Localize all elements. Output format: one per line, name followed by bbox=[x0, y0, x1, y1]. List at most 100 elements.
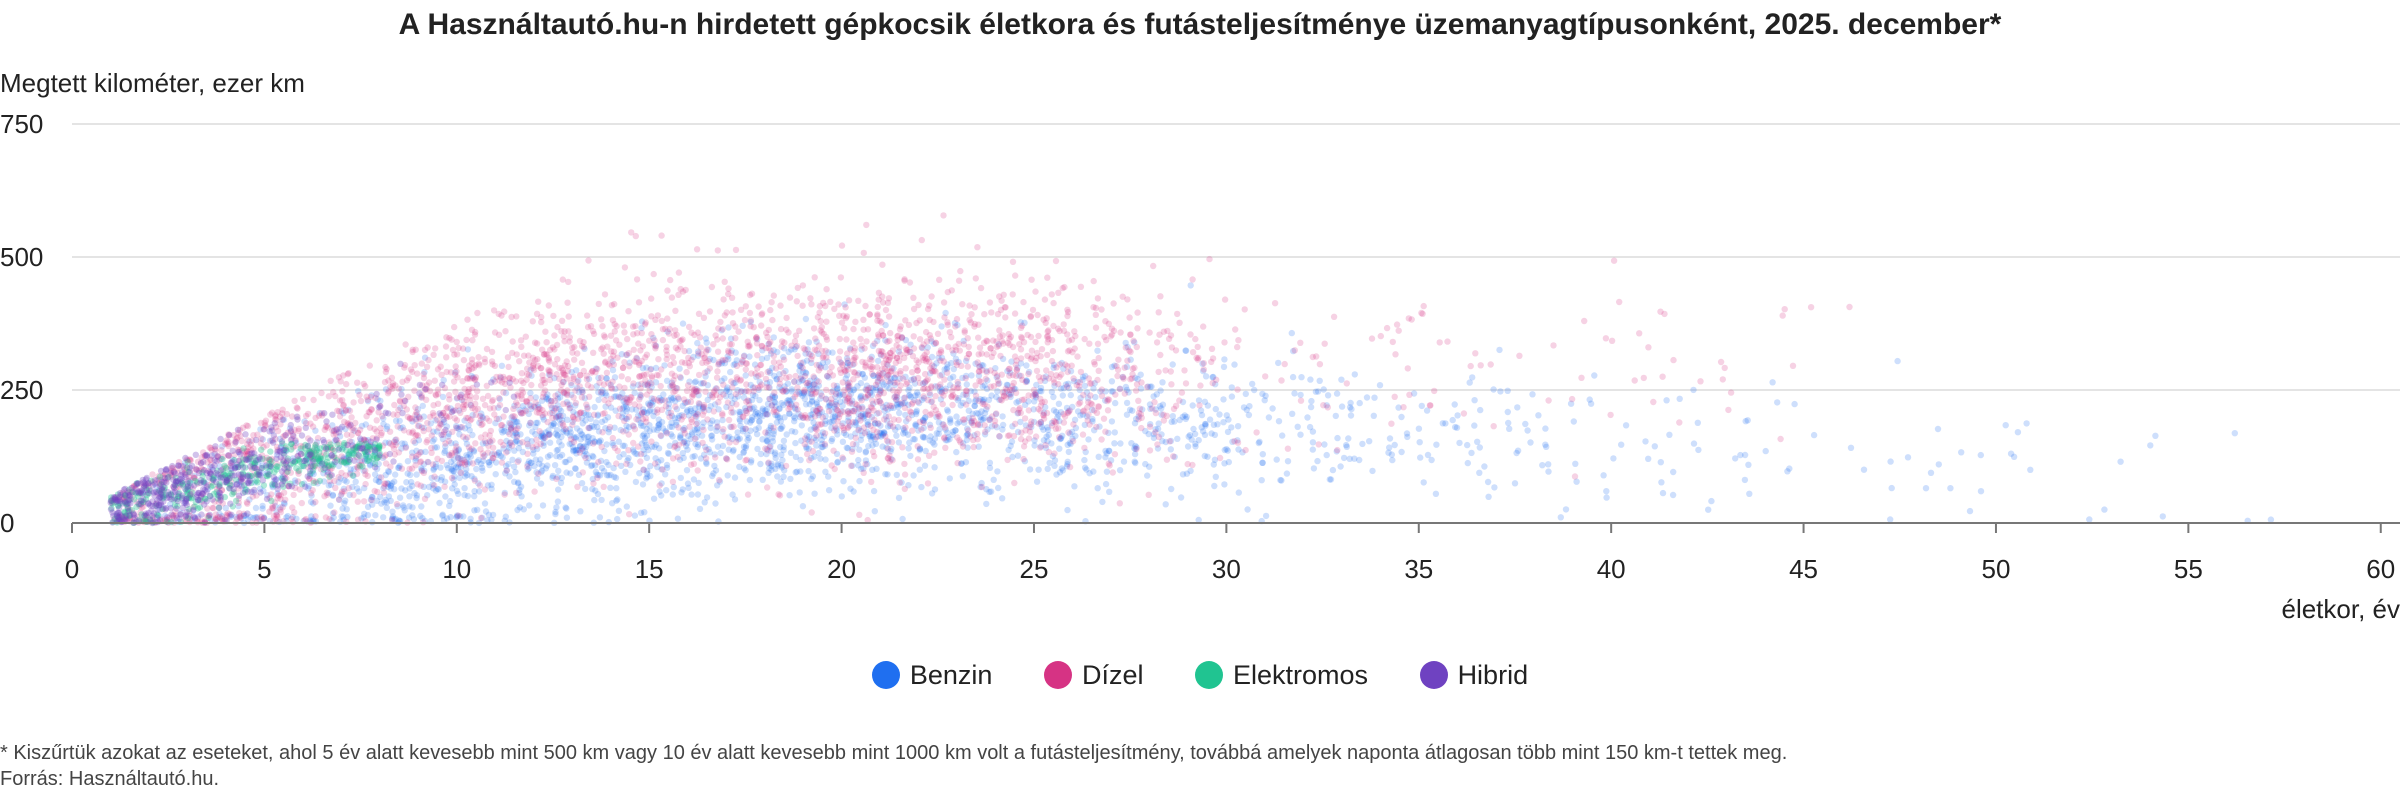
data-point-dizel bbox=[1011, 353, 1019, 360]
data-point-dizel bbox=[725, 416, 733, 424]
data-point-dizel bbox=[1393, 321, 1401, 328]
data-point-dizel bbox=[533, 340, 541, 347]
data-point-benzin bbox=[250, 489, 258, 496]
data-point-dizel bbox=[810, 325, 818, 332]
data-point-dizel bbox=[885, 313, 893, 320]
data-point-dizel bbox=[830, 382, 838, 389]
data-point-dizel bbox=[479, 450, 487, 457]
data-point-benzin bbox=[1202, 421, 1209, 428]
data-point-benzin bbox=[557, 479, 565, 486]
data-point-benzin bbox=[425, 483, 433, 491]
data-point-benzin bbox=[839, 420, 846, 427]
data-point-benzin bbox=[936, 387, 944, 395]
data-point-benzin bbox=[269, 483, 276, 491]
data-point-benzin bbox=[668, 396, 676, 403]
data-point-benzin bbox=[501, 428, 508, 435]
data-point-dizel bbox=[786, 373, 793, 381]
data-point-dizel bbox=[1027, 313, 1034, 321]
data-point-dizel bbox=[1153, 339, 1161, 346]
data-point-benzin bbox=[975, 410, 982, 417]
data-point-benzin bbox=[573, 367, 580, 374]
data-point-dizel bbox=[417, 482, 424, 489]
data-point-benzin bbox=[2007, 450, 2015, 457]
data-point-benzin bbox=[703, 494, 711, 501]
data-point-dizel bbox=[1107, 333, 1115, 340]
data-point-dizel bbox=[368, 406, 375, 413]
data-point-dizel bbox=[513, 489, 520, 497]
data-point-dizel bbox=[934, 330, 942, 337]
data-point-benzin bbox=[866, 431, 873, 438]
data-point-benzin bbox=[153, 483, 160, 490]
data-point-dizel bbox=[799, 302, 806, 309]
data-point-benzin bbox=[160, 504, 167, 512]
data-point-dizel bbox=[766, 395, 774, 403]
data-point-benzin bbox=[620, 398, 627, 405]
data-point-dizel bbox=[918, 426, 925, 433]
data-point-benzin bbox=[371, 471, 379, 478]
data-point-benzin bbox=[524, 466, 531, 473]
data-point-benzin bbox=[1144, 472, 1151, 479]
data-point-benzin bbox=[551, 374, 558, 382]
data-point-dizel bbox=[874, 311, 881, 318]
data-point-benzin bbox=[1171, 418, 1178, 425]
data-point-dizel bbox=[796, 327, 803, 334]
data-point-dizel bbox=[859, 358, 866, 366]
data-point-dizel bbox=[551, 332, 558, 339]
data-point-dizel bbox=[694, 411, 701, 418]
data-point-benzin bbox=[668, 379, 676, 386]
data-point-benzin bbox=[511, 478, 518, 485]
data-point-benzin bbox=[1310, 465, 1318, 472]
data-point-dizel bbox=[459, 378, 466, 385]
data-point-dizel bbox=[585, 257, 592, 264]
data-point-benzin bbox=[1527, 439, 1534, 446]
data-point-dizel bbox=[381, 480, 388, 487]
data-point-benzin bbox=[867, 389, 874, 397]
data-point-benzin bbox=[308, 452, 316, 460]
data-point-dizel bbox=[578, 445, 586, 452]
data-point-dizel bbox=[802, 435, 809, 442]
data-point-dizel bbox=[714, 336, 721, 343]
data-point-benzin bbox=[566, 401, 573, 408]
data-point-dizel bbox=[1122, 344, 1130, 351]
data-point-benzin bbox=[556, 453, 564, 460]
data-point-benzin bbox=[850, 488, 857, 495]
data-point-dizel bbox=[942, 444, 949, 451]
data-point-benzin bbox=[327, 502, 334, 509]
data-point-benzin bbox=[922, 447, 929, 455]
data-point-benzin bbox=[384, 423, 391, 430]
data-point-dizel bbox=[861, 429, 869, 437]
data-point-benzin bbox=[381, 499, 388, 506]
data-point-dizel bbox=[899, 444, 906, 451]
data-point-benzin bbox=[636, 470, 643, 477]
data-point-dizel bbox=[1151, 399, 1158, 406]
data-point-dizel bbox=[533, 442, 540, 449]
data-point-benzin bbox=[1156, 403, 1164, 410]
data-point-dizel bbox=[558, 317, 566, 324]
data-point-dizel bbox=[850, 357, 857, 364]
data-point-benzin bbox=[1049, 453, 1057, 460]
data-point-benzin bbox=[663, 487, 670, 494]
data-point-benzin bbox=[757, 460, 764, 468]
data-point-benzin bbox=[544, 395, 551, 402]
data-point-benzin bbox=[613, 485, 620, 492]
data-point-dizel bbox=[570, 373, 577, 380]
data-point-benzin bbox=[512, 468, 519, 476]
data-point-benzin bbox=[658, 418, 666, 426]
data-point-benzin bbox=[953, 448, 960, 456]
data-point-benzin bbox=[398, 445, 405, 452]
data-point-dizel bbox=[621, 329, 628, 336]
data-point-dizel bbox=[472, 406, 479, 413]
data-point-benzin bbox=[1201, 452, 1209, 460]
data-point-benzin bbox=[1036, 387, 1044, 395]
y-axis-label: Megtett kilométer, ezer km bbox=[0, 68, 305, 98]
data-point-dizel bbox=[717, 318, 724, 326]
data-point-benzin bbox=[1085, 436, 1092, 443]
data-point-benzin bbox=[622, 403, 630, 410]
data-point-benzin bbox=[1067, 391, 1075, 399]
data-point-benzin bbox=[1244, 506, 1251, 513]
data-point-dizel bbox=[1092, 324, 1100, 331]
data-point-benzin bbox=[785, 348, 792, 356]
data-point-dizel bbox=[399, 378, 406, 385]
data-point-benzin bbox=[603, 458, 610, 466]
data-point-dizel bbox=[425, 356, 432, 364]
